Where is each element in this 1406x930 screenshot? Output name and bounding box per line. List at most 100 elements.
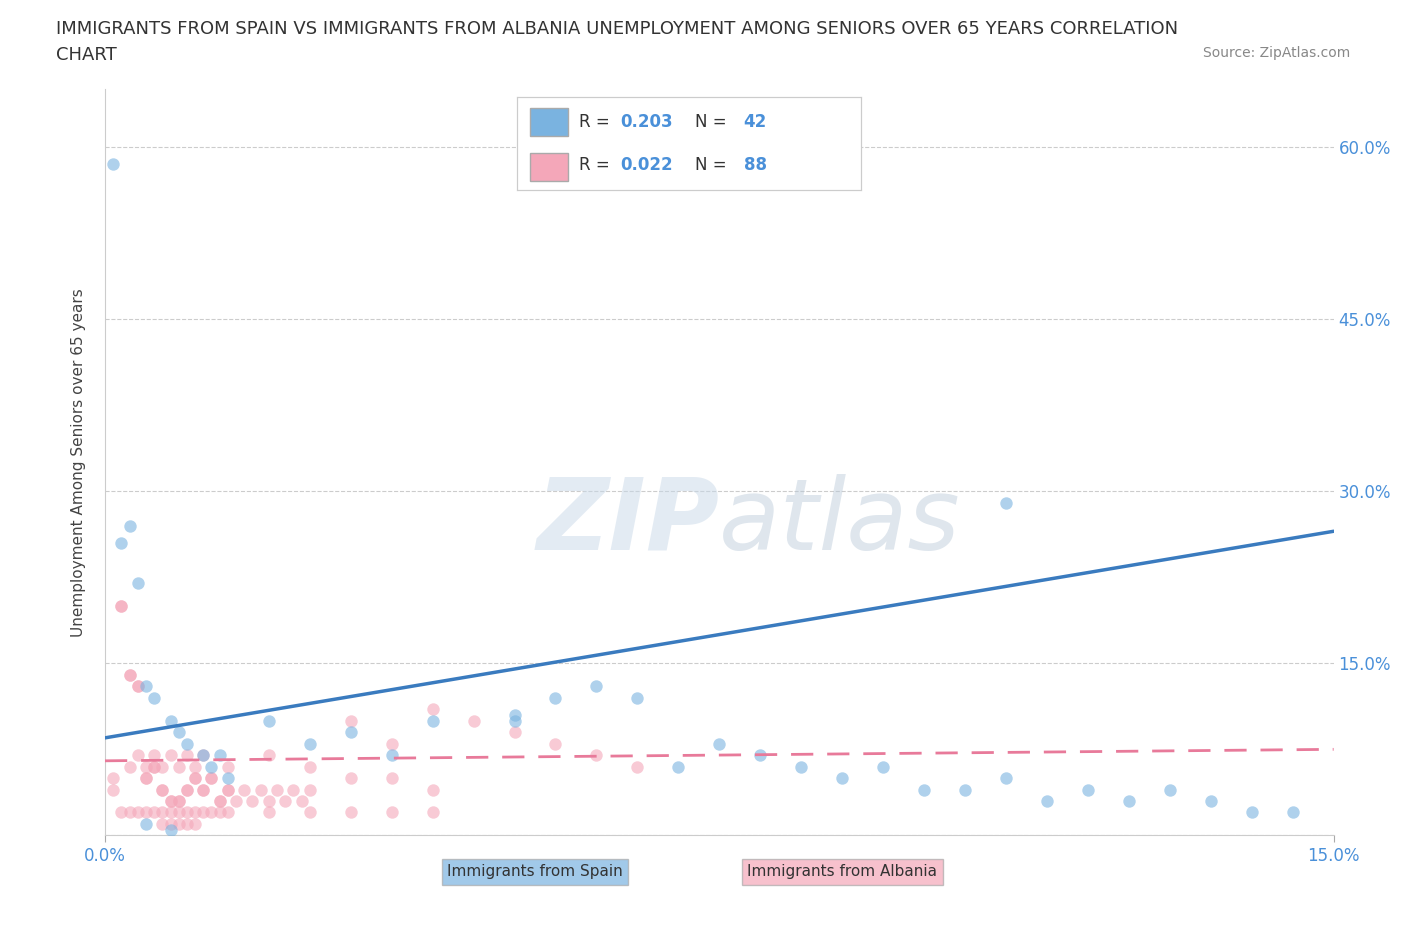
Point	[339, 713, 361, 728]
Point	[242, 793, 264, 808]
Text: Immigrants from Albania: Immigrants from Albania	[747, 865, 938, 880]
Point	[1240, 805, 1263, 820]
Point	[143, 748, 166, 763]
Point	[167, 805, 190, 820]
Point	[167, 793, 190, 808]
Point	[339, 805, 361, 820]
Point	[150, 782, 173, 797]
Point	[749, 748, 772, 763]
Point	[176, 748, 198, 763]
Point	[167, 724, 190, 739]
Point	[135, 805, 157, 820]
Point	[208, 793, 231, 808]
Point	[544, 737, 567, 751]
Point	[257, 805, 280, 820]
Point	[872, 759, 894, 774]
Point	[503, 713, 526, 728]
Point	[217, 771, 239, 786]
Point	[381, 737, 404, 751]
Point	[381, 771, 404, 786]
Point	[249, 782, 271, 797]
Point	[159, 817, 181, 831]
Point	[176, 782, 198, 797]
Point	[200, 759, 222, 774]
Point	[110, 536, 132, 551]
Point	[912, 782, 935, 797]
Point	[217, 782, 239, 797]
Point	[1199, 793, 1222, 808]
Point	[1036, 793, 1059, 808]
Point	[298, 782, 321, 797]
Point	[257, 748, 280, 763]
Point	[503, 724, 526, 739]
Point	[135, 759, 157, 774]
Point	[422, 805, 444, 820]
Text: CHART: CHART	[56, 46, 117, 64]
Point	[176, 817, 198, 831]
Point	[110, 805, 132, 820]
Point	[150, 805, 173, 820]
Point	[193, 782, 215, 797]
Point	[143, 805, 166, 820]
Text: ZIP: ZIP	[536, 473, 720, 571]
Point	[422, 782, 444, 797]
Point	[274, 793, 297, 808]
Point	[339, 724, 361, 739]
Point	[193, 782, 215, 797]
Text: Immigrants from Spain: Immigrants from Spain	[447, 865, 623, 880]
Point	[266, 782, 288, 797]
Point	[110, 598, 132, 613]
Point	[217, 759, 239, 774]
Point	[184, 759, 207, 774]
Point	[150, 782, 173, 797]
Point	[110, 598, 132, 613]
Point	[118, 668, 141, 683]
Point	[666, 759, 689, 774]
Point	[208, 748, 231, 763]
Point	[422, 713, 444, 728]
Point	[463, 713, 485, 728]
Point	[200, 805, 222, 820]
Point	[135, 679, 157, 694]
Point	[257, 713, 280, 728]
Point	[127, 805, 149, 820]
Point	[159, 713, 181, 728]
Point	[159, 748, 181, 763]
Point	[503, 708, 526, 723]
Point	[283, 782, 305, 797]
Point	[135, 771, 157, 786]
Point	[544, 690, 567, 705]
Point	[101, 782, 124, 797]
Point	[709, 737, 731, 751]
Point	[118, 805, 141, 820]
Point	[127, 679, 149, 694]
Point	[176, 737, 198, 751]
Point	[290, 793, 312, 808]
Point	[127, 748, 149, 763]
Point	[831, 771, 853, 786]
Point	[150, 817, 173, 831]
Point	[626, 690, 648, 705]
Point	[298, 805, 321, 820]
Point	[298, 737, 321, 751]
Point	[176, 782, 198, 797]
Point	[118, 518, 141, 533]
Point	[159, 822, 181, 837]
Text: Source: ZipAtlas.com: Source: ZipAtlas.com	[1202, 46, 1350, 60]
Point	[193, 805, 215, 820]
Point	[184, 805, 207, 820]
Point	[159, 793, 181, 808]
Point	[159, 805, 181, 820]
Point	[217, 782, 239, 797]
Point	[422, 702, 444, 717]
Point	[298, 759, 321, 774]
Point	[176, 805, 198, 820]
Point	[101, 771, 124, 786]
Point	[1281, 805, 1303, 820]
Text: atlas: atlas	[720, 473, 960, 571]
Point	[167, 793, 190, 808]
Point	[184, 771, 207, 786]
Point	[193, 748, 215, 763]
Point	[257, 793, 280, 808]
Point	[143, 690, 166, 705]
